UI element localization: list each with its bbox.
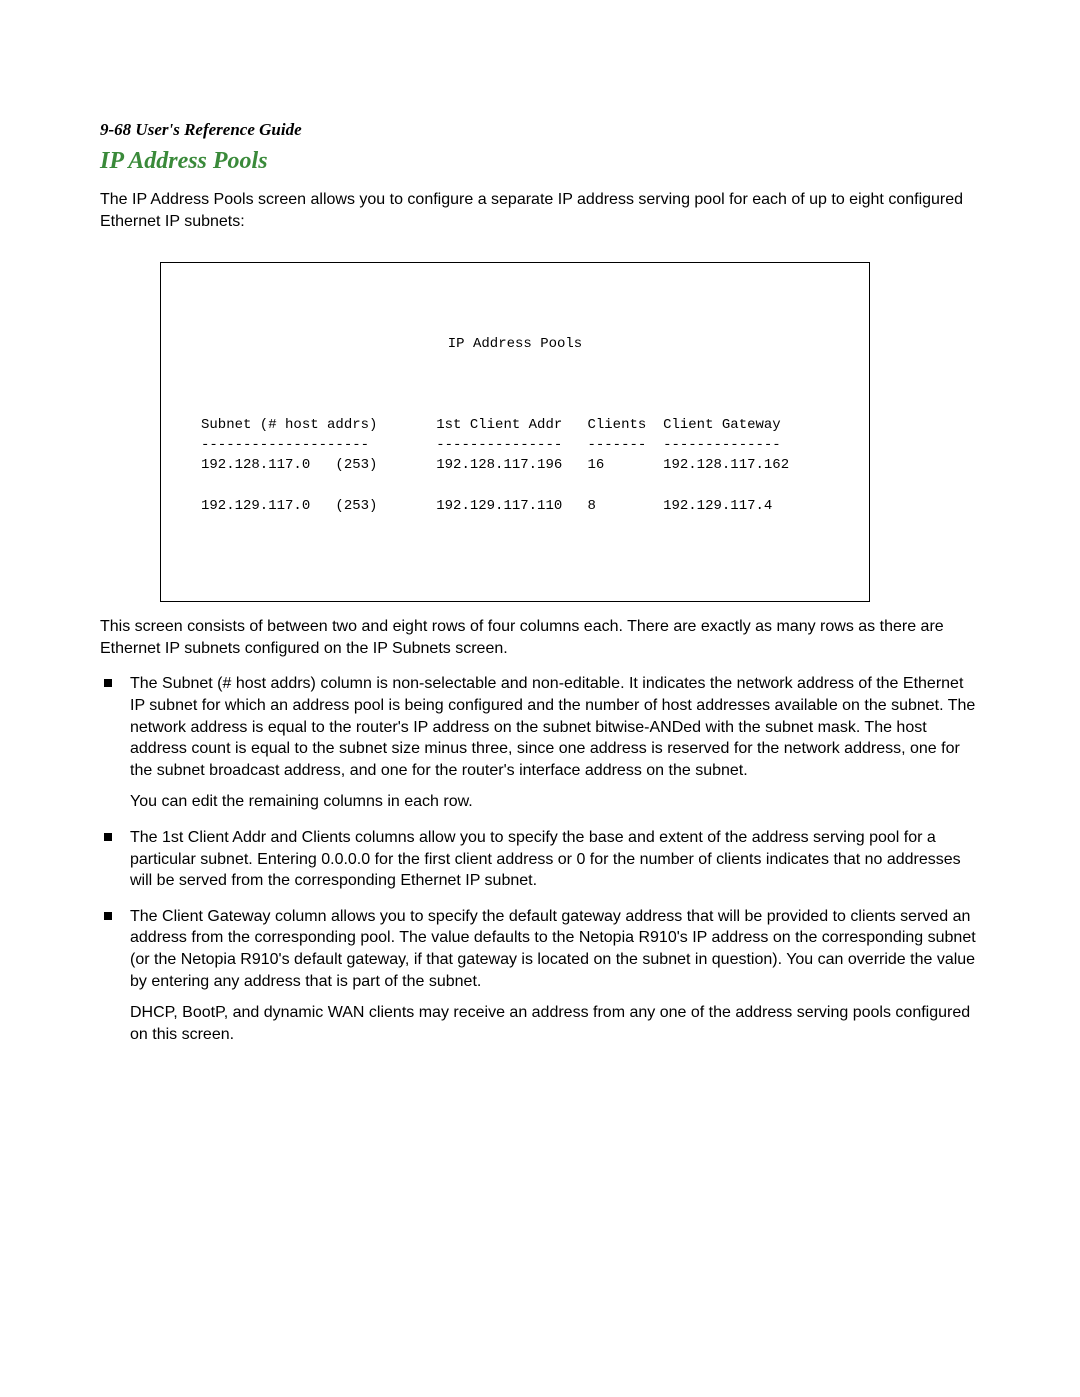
guide-title: User's Reference Guide bbox=[135, 120, 301, 139]
page-header: 9-68 User's Reference Guide bbox=[100, 120, 980, 140]
bullet-item: The Subnet (# host addrs) column is non-… bbox=[100, 673, 980, 813]
page-content: 9-68 User's Reference Guide IP Address P… bbox=[100, 120, 980, 1059]
bullet-main: The 1st Client Addr and Clients columns … bbox=[130, 827, 980, 892]
after-box-paragraph: This screen consists of between two and … bbox=[100, 616, 980, 659]
bullet-sub: DHCP, BootP, and dynamic WAN clients may… bbox=[130, 1002, 980, 1045]
bullet-item: The Client Gateway column allows you to … bbox=[100, 906, 980, 1046]
terminal-table: Subnet (# host addrs) 1st Client Addr Cl… bbox=[201, 415, 829, 516]
bullet-main: The Client Gateway column allows you to … bbox=[130, 906, 980, 992]
section-title: IP Address Pools bbox=[100, 148, 980, 175]
page-ref: 9-68 bbox=[100, 120, 131, 139]
bullet-sub: You can edit the remaining columns in ea… bbox=[130, 791, 980, 813]
terminal-screen: IP Address Pools Subnet (# host addrs) 1… bbox=[160, 262, 870, 602]
bullet-list: The Subnet (# host addrs) column is non-… bbox=[100, 673, 980, 1045]
bullet-item: The 1st Client Addr and Clients columns … bbox=[100, 827, 980, 892]
bullet-main: The Subnet (# host addrs) column is non-… bbox=[130, 673, 980, 781]
terminal-title: IP Address Pools bbox=[201, 334, 829, 354]
intro-paragraph: The IP Address Pools screen allows you t… bbox=[100, 189, 980, 232]
